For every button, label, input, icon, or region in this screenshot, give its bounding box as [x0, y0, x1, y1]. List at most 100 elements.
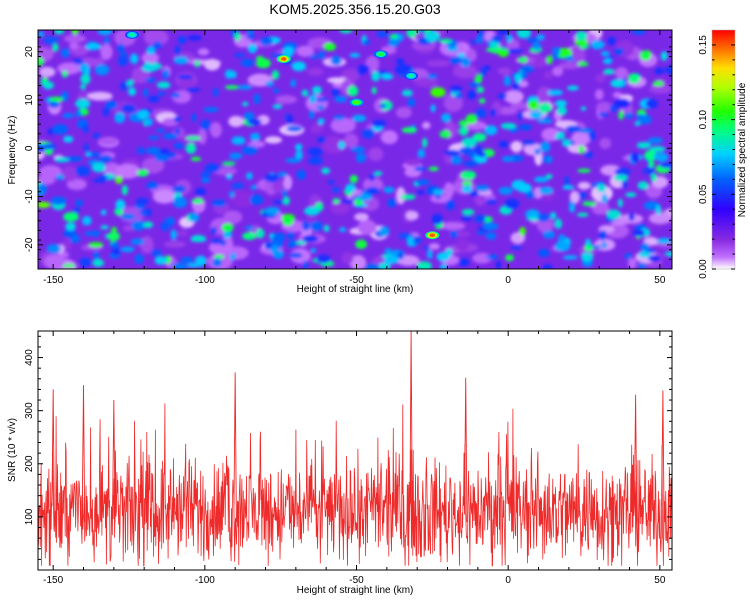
heatmap-light-patch — [422, 121, 431, 130]
heatmap-blob — [416, 190, 426, 195]
heatmap-blob — [467, 89, 477, 100]
heatmap-blob — [186, 262, 202, 268]
heatmap-blob — [316, 104, 325, 111]
heatmap-blob — [255, 228, 265, 239]
heatmap-blob — [501, 156, 515, 162]
heatmap-blob — [311, 86, 322, 95]
heatmap-blob — [648, 255, 662, 262]
heatmap-blob — [191, 113, 197, 122]
heatmap-light-patch — [396, 187, 406, 205]
heatmap-light-patch — [178, 230, 188, 237]
heatmap-blob — [54, 156, 70, 163]
snr-y-ticks: 100 200 300 400 — [24, 335, 672, 560]
y-tick-label: -20 — [24, 237, 35, 252]
heatmap-blob — [185, 143, 197, 154]
heatmap-blob — [388, 38, 400, 48]
heatmap-blob — [460, 56, 471, 68]
heatmap-blob — [243, 111, 255, 121]
heatmap-blob — [148, 135, 160, 140]
heatmap-blob — [485, 198, 498, 205]
heatmap-blob — [69, 234, 81, 244]
heatmap-light-patch — [430, 194, 452, 204]
heatmap-blob — [91, 230, 101, 237]
heatmap-blob — [55, 174, 65, 180]
heatmap-blob — [639, 50, 652, 61]
x-tick-label: -100 — [195, 275, 215, 286]
heatmap-blob — [577, 168, 591, 173]
heatmap-light-patch — [649, 213, 672, 224]
heatmap-blob — [63, 135, 74, 143]
heatmap-blob — [165, 152, 177, 159]
heatmap-blob — [97, 30, 113, 36]
heatmap-blob — [652, 80, 664, 87]
heatmap-blob — [614, 47, 624, 56]
heatmap-blob — [94, 64, 110, 76]
heatmap-blob — [255, 58, 271, 69]
heatmap-blob — [554, 218, 562, 230]
heatmap-blob — [387, 198, 397, 208]
heatmap-blob — [233, 53, 246, 58]
heatmap-blob — [210, 226, 217, 235]
heatmap-blob — [498, 140, 510, 148]
heatmap-blob — [38, 57, 45, 67]
heatmap-blob — [458, 258, 470, 267]
heatmap-blob — [43, 143, 56, 150]
heatmap-light-patch — [599, 137, 612, 149]
heatmap-blob — [49, 96, 64, 102]
heatmap-blob — [416, 261, 432, 269]
heatmap-blob — [323, 42, 337, 52]
heatmap-peak-core — [129, 33, 135, 37]
heatmap-light-patch — [577, 181, 591, 190]
heatmap-blob — [485, 232, 497, 240]
heatmap-blob — [465, 113, 478, 125]
heatmap-blob — [402, 64, 412, 70]
heatmap-blob — [631, 30, 646, 35]
heatmap-frame — [37, 29, 673, 270]
heatmap-light-patch — [100, 43, 113, 60]
heatmap-light-patch — [543, 70, 553, 80]
heatmap-blob — [656, 237, 672, 244]
heatmap-blob — [247, 118, 262, 126]
heatmap-blob — [302, 234, 319, 243]
heatmap-blob — [480, 66, 487, 77]
heatmap-y-axis-label: Frequency (Hz) — [7, 116, 18, 185]
heatmap-blob — [355, 152, 367, 163]
heatmap-blob — [643, 201, 660, 211]
heatmap-blob — [249, 194, 264, 206]
heatmap-blob — [139, 209, 149, 217]
heatmap-blob — [231, 136, 246, 145]
heatmap-blob — [550, 211, 557, 220]
heatmap-blob — [128, 87, 137, 96]
heatmap-blob — [247, 43, 258, 54]
heatmap-light-patch — [152, 189, 176, 204]
heatmap-blob — [190, 235, 206, 243]
heatmap-blob — [558, 234, 566, 243]
heatmap-blob — [341, 198, 354, 205]
heatmap-blob — [427, 249, 433, 259]
heatmap-blob — [272, 232, 286, 243]
heatmap-blob — [240, 58, 254, 67]
heatmap-blob — [527, 37, 539, 43]
heatmap-blob — [423, 245, 430, 250]
heatmap-blob — [170, 229, 177, 240]
heatmap-blob — [347, 85, 359, 97]
heatmap-blob — [395, 58, 405, 65]
heatmap-blob — [576, 212, 589, 217]
heatmap-blob — [534, 148, 541, 155]
heatmap-light-patch — [426, 60, 450, 67]
heatmap-blob — [379, 100, 393, 111]
heatmap-blob — [441, 113, 452, 123]
heatmap-blob — [638, 114, 652, 125]
heatmap-blob — [528, 99, 539, 111]
heatmap-light-patch — [38, 66, 56, 78]
heatmap-light-patch — [440, 221, 466, 231]
colorbar-tick-label: 0.10 — [698, 109, 709, 129]
heatmap-blob — [458, 119, 469, 127]
heatmap-blob — [333, 115, 345, 121]
heatmap-light-patch — [98, 138, 118, 145]
heatmap-light-patch — [452, 64, 477, 79]
heatmap-blob — [92, 178, 107, 183]
heatmap-blob — [565, 55, 575, 62]
heatmap-blob — [245, 225, 255, 230]
